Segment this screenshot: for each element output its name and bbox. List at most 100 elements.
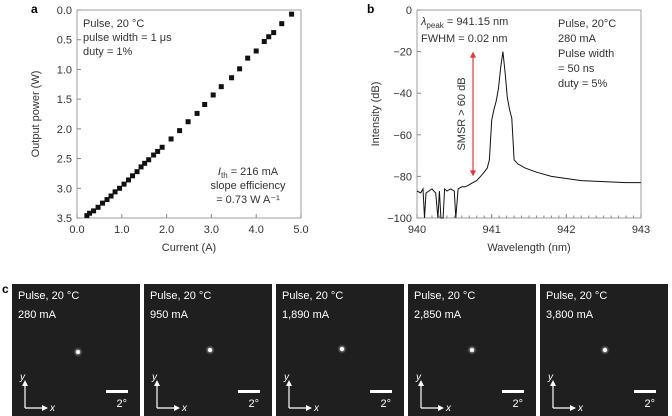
y-axis-letter: y: [19, 372, 26, 383]
fwhm-annotation: FWHM = 0.02 nm: [421, 33, 508, 45]
chart-b-y-tick-label: −60: [393, 130, 412, 142]
chart-a-x-tick-label: 5.0: [293, 224, 308, 236]
data-point: [112, 189, 118, 195]
chart-b-x-tick-label: 941: [482, 224, 500, 236]
data-point: [151, 152, 157, 158]
smsr-label: SMSR > 60 dB: [456, 77, 468, 150]
chart-a-x-tick-label: 0.0: [69, 224, 84, 236]
beam-current: 1,890 mA: [282, 309, 330, 321]
xy-axes-icon: y x: [415, 372, 452, 412]
data-point: [142, 160, 148, 166]
chart-b-y-tick-label: −100: [387, 213, 412, 225]
chart-b-y-tick-label: −20: [393, 47, 412, 59]
smsr-arrow-head-top: [470, 51, 476, 58]
chart-b-y-tick-label: −80: [393, 171, 412, 183]
xy-axes-icon: y x: [151, 372, 188, 412]
chart-a-x-tick-label: 3.0: [204, 224, 219, 236]
data-point: [146, 157, 152, 163]
data-point: [168, 136, 174, 142]
chart-b-condition-2: Pulse width: [558, 48, 614, 60]
chart-a-y-axis-label: Output power (W): [30, 71, 42, 158]
data-point: [91, 208, 97, 214]
data-point: [245, 55, 251, 61]
x-axis-letter: x: [181, 403, 188, 412]
data-point: [108, 193, 114, 199]
beam-current: 950 mA: [150, 309, 188, 321]
panel-label-b: b: [367, 2, 375, 16]
chart-a-y-tick-label: 2.0: [57, 124, 72, 136]
panel-label-c: c: [2, 282, 9, 296]
beam-current: 2,850 mA: [414, 309, 462, 321]
panel-label-a: a: [31, 2, 38, 16]
data-point: [104, 197, 110, 203]
beam-profile-panel: Pulse, 20 °C 2,850 mA y x 2°: [408, 284, 536, 416]
data-point: [194, 110, 200, 116]
smsr-arrow-head-bottom: [470, 170, 476, 177]
data-point: [210, 92, 216, 98]
data-point: [100, 200, 106, 206]
beam-profile-panel: Pulse, 20 °C 3,800 mA y x 2°: [540, 284, 668, 416]
beam-condition: Pulse, 20 °C: [282, 290, 344, 302]
data-point: [155, 148, 161, 154]
beam-spot: [208, 348, 212, 352]
beam-profile-panel: Pulse, 20 °C 1,890 mA y x 2°: [276, 284, 404, 416]
data-point: [138, 164, 144, 170]
chart-a-slope-value: = 0.73 W A⁻¹: [216, 194, 280, 206]
scale-bar: [502, 390, 524, 393]
data-point: [95, 204, 101, 210]
chart-b-y-tick-label: 0: [406, 5, 412, 17]
chart-a-x-tick-label: 1.0: [114, 224, 129, 236]
data-point: [229, 75, 235, 81]
y-axis-letter: y: [151, 372, 158, 383]
chart-b-x-axis-label: Wavelength (nm): [487, 242, 570, 254]
beam-spot: [76, 350, 80, 354]
scale-bar-label: 2°: [512, 398, 523, 410]
chart-b-spectrum: 940 941 942 943 0 −20 −40 −60 −80 −100 Wavelength …: [370, 5, 650, 254]
y-axis-letter: y: [415, 372, 422, 383]
beam-condition: Pulse, 20 °C: [18, 290, 80, 302]
chart-a-y-tick-label: 1.5: [57, 94, 72, 106]
chart-b-y-axis-label: Intensity (dB): [370, 82, 382, 147]
chart-a-slope-label: slope efficiency: [210, 180, 286, 192]
beam-profile-panel: Pulse, 20 °C 280 mA y x 2°: [12, 284, 140, 416]
beam-spot: [470, 348, 474, 352]
spectrum-line: [416, 51, 641, 219]
chart-a-y-tick-label: 0.5: [57, 35, 72, 47]
xy-axes-icon: y x: [547, 372, 584, 412]
chart-a-y-tick-label: 2.5: [57, 154, 72, 166]
xy-axes-icon: y x: [283, 372, 320, 412]
scale-bar-label: 2°: [248, 398, 259, 410]
data-point: [218, 84, 224, 90]
chart-a-y-tick-label: 0.0: [57, 5, 72, 17]
data-point: [261, 38, 267, 44]
chart-a-x-tick-label: 2.0: [159, 224, 174, 236]
chart-b-x-tick-label: 943: [632, 224, 650, 236]
beam-profile-panel: Pulse, 20 °C 950 mA y x 2°: [144, 284, 272, 416]
data-point: [202, 101, 208, 107]
y-axis-letter: y: [547, 372, 554, 383]
chart-a-x-axis-label: Current (A): [162, 242, 216, 254]
scale-bar: [106, 390, 128, 393]
chart-b-condition-4: duty = 5%: [558, 78, 607, 90]
chart-b-y-tick-label: −40: [393, 88, 412, 100]
chart-a-condition-0: Pulse, 20 °C: [83, 18, 144, 30]
data-point: [279, 21, 285, 27]
data-point: [87, 210, 93, 216]
chart-a-threshold-annotation: Ith = 216 mA: [218, 166, 279, 180]
beam-condition: Pulse, 20 °C: [546, 290, 608, 302]
data-point: [271, 30, 277, 36]
x-axis-letter: x: [313, 403, 320, 412]
chart-b-x-tick-label: 942: [557, 224, 575, 236]
beam-current: 280 mA: [18, 309, 56, 321]
scale-bar-label: 2°: [380, 398, 391, 410]
chart-b-x-tick-label: 940: [408, 224, 426, 236]
data-point: [289, 11, 295, 17]
scale-bar: [370, 390, 392, 393]
beam-spot: [340, 347, 344, 351]
x-axis-letter: x: [577, 403, 584, 412]
chart-a-condition-1: pulse width = 1 μs: [83, 32, 172, 44]
chart-a-output-power: 0.0 1.0 2.0 3.0 4.0 5.0 0.0 0.5 1.0 1.5 2.0 2.5 3.0 3…: [30, 5, 309, 254]
x-axis-letter: x: [445, 403, 452, 412]
data-point: [253, 48, 259, 54]
chart-b-condition-3: = 50 ns: [558, 63, 595, 75]
